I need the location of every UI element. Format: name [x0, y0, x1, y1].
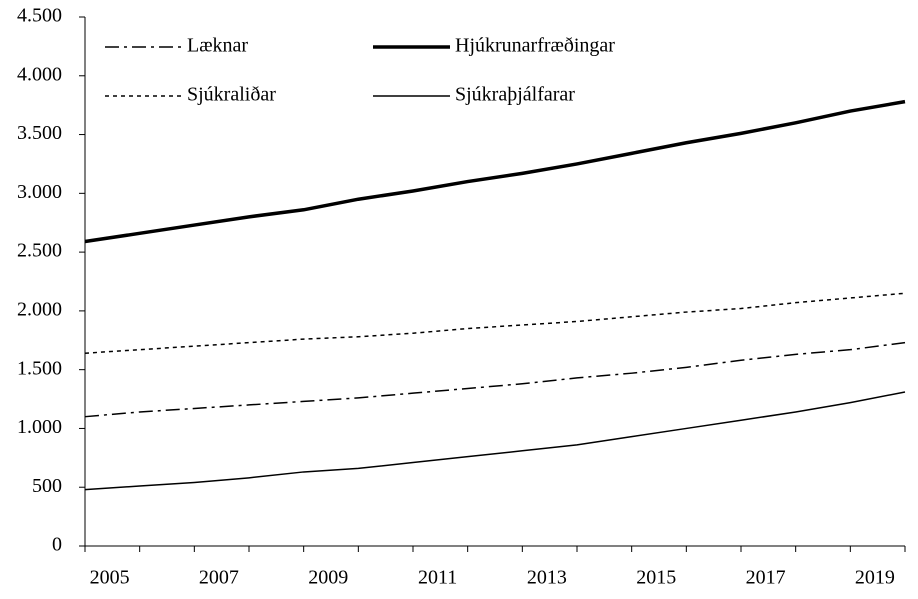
y-tick-label: 1.000: [17, 416, 62, 438]
y-tick-label: 3.000: [17, 181, 62, 203]
legend-label: Sjúkraþjálfarar: [455, 84, 575, 106]
series-line: [84, 341, 906, 418]
y-tick-label: 2.000: [17, 298, 62, 320]
y-tick-label: 2.500: [17, 240, 62, 262]
legend-label: Sjúkraliðar: [187, 84, 276, 106]
y-tick-label: 3.500: [17, 122, 62, 144]
x-tick-label: 2011: [418, 567, 457, 589]
y-tick-label: 500: [32, 475, 62, 497]
series-line: [84, 99, 906, 244]
y-tick-label: 4.000: [17, 63, 62, 85]
y-tick-label: 4.500: [17, 5, 62, 27]
x-tick-label: 2017: [746, 567, 786, 589]
series-line: [84, 391, 906, 491]
series-line: [84, 292, 906, 354]
x-tick-label: 2015: [636, 567, 676, 589]
x-tick-label: 2013: [527, 567, 567, 589]
x-tick-label: 2005: [90, 567, 130, 589]
x-tick-label: 2019: [855, 567, 895, 589]
x-tick-label: 2009: [308, 567, 348, 589]
x-tick-label: 2007: [199, 567, 239, 589]
y-tick-label: 0: [52, 534, 62, 556]
legend-label: Læknar: [187, 35, 248, 57]
y-tick-label: 1.500: [17, 357, 62, 379]
legend-label: Hjúkrunarfræðingar: [455, 35, 615, 57]
